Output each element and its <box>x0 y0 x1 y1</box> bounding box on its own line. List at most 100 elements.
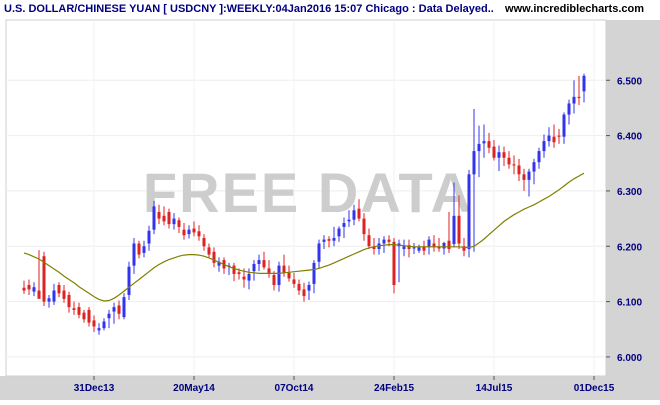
candle <box>277 261 281 292</box>
candle-body <box>52 290 56 302</box>
candle-body <box>97 328 101 331</box>
candle <box>487 132 491 154</box>
candle-body <box>477 143 481 152</box>
candle-body <box>137 243 141 255</box>
candle <box>202 234 206 251</box>
candle-body <box>217 261 221 266</box>
candle <box>287 265 291 282</box>
candle-body <box>582 75 586 92</box>
candle-body <box>407 245 411 250</box>
x-tick-label: 01Dec15 <box>574 383 615 394</box>
candle <box>532 158 536 185</box>
candle-body <box>322 239 326 242</box>
candle <box>122 293 126 320</box>
candle-body <box>472 151 476 175</box>
candle-body <box>107 313 111 319</box>
candle <box>82 309 86 323</box>
candle-body <box>297 283 301 291</box>
candle <box>552 124 556 148</box>
candle-body <box>112 307 116 312</box>
moving-average-line <box>23 172 585 302</box>
candle-body <box>27 285 31 290</box>
candle-body <box>392 241 396 285</box>
candle <box>232 262 236 282</box>
candle-body <box>197 231 201 237</box>
candle-body <box>272 275 276 285</box>
candle-body <box>202 237 206 247</box>
candle <box>367 228 371 250</box>
candle-body <box>247 273 251 281</box>
candle-body <box>387 239 391 242</box>
candle <box>132 237 136 274</box>
y-axis-labels: 6.000 6.100 6.200 6.300 6.400 6.500 <box>606 76 642 364</box>
candle <box>62 285 66 303</box>
candle <box>567 99 571 125</box>
candle <box>402 239 406 257</box>
candle <box>447 211 451 253</box>
candle-body <box>497 152 501 158</box>
candle-body <box>317 243 321 262</box>
candle-body <box>142 246 146 253</box>
candle <box>197 225 201 241</box>
candle <box>27 279 31 295</box>
candle <box>457 195 461 250</box>
x-tick-label: 31Dec13 <box>74 383 115 394</box>
candle <box>312 260 316 294</box>
candle <box>147 225 151 251</box>
candle-body <box>337 228 341 237</box>
candle <box>107 309 111 329</box>
candle <box>322 235 326 250</box>
candle <box>267 260 271 278</box>
candle-body <box>252 263 256 272</box>
candle <box>317 239 321 269</box>
candle-body <box>332 237 336 241</box>
candle <box>187 225 191 239</box>
candle <box>537 147 541 169</box>
candle <box>37 250 41 299</box>
candle <box>327 236 331 248</box>
candle-body <box>357 208 361 219</box>
plot-area <box>5 19 607 377</box>
candle-body <box>187 229 191 235</box>
candle-body <box>292 279 296 284</box>
candle <box>527 168 531 197</box>
candle <box>432 235 436 252</box>
candle-body <box>132 243 136 266</box>
candle-body <box>312 262 316 284</box>
candle-body <box>117 305 121 314</box>
candle <box>77 302 81 319</box>
candle <box>307 281 311 300</box>
candle-body <box>82 312 86 320</box>
bottom-axis-panel <box>0 376 660 400</box>
candle-body <box>77 307 81 315</box>
candle <box>572 80 576 114</box>
candle-body <box>522 174 526 180</box>
candle <box>332 226 336 247</box>
candle <box>212 247 216 268</box>
candle <box>362 213 366 241</box>
candle-body <box>72 308 76 310</box>
candle <box>127 261 131 300</box>
candle-body <box>417 247 421 251</box>
candle-body <box>517 165 521 175</box>
candle-body <box>527 171 531 180</box>
candle-body <box>432 243 436 248</box>
candle-body <box>282 265 286 273</box>
x-axis-labels: 31Dec13 20May14 07Oct14 24Feb15 14Jul15 01Dec… <box>74 376 615 394</box>
candle <box>427 236 431 255</box>
candle-body <box>422 246 426 251</box>
candle-body <box>162 215 166 222</box>
candle <box>72 301 76 315</box>
candle-body <box>152 206 156 230</box>
candle-body <box>572 96 576 104</box>
candle-body <box>547 135 551 142</box>
y-tick-label: 6.500 <box>617 76 642 87</box>
candle-body <box>207 247 211 255</box>
y-tick-label: 6.300 <box>617 187 642 198</box>
candle-body <box>32 287 36 292</box>
candle-body <box>57 285 61 294</box>
candle-body <box>122 297 126 318</box>
candle-body <box>102 321 106 329</box>
candle-body <box>567 103 571 115</box>
